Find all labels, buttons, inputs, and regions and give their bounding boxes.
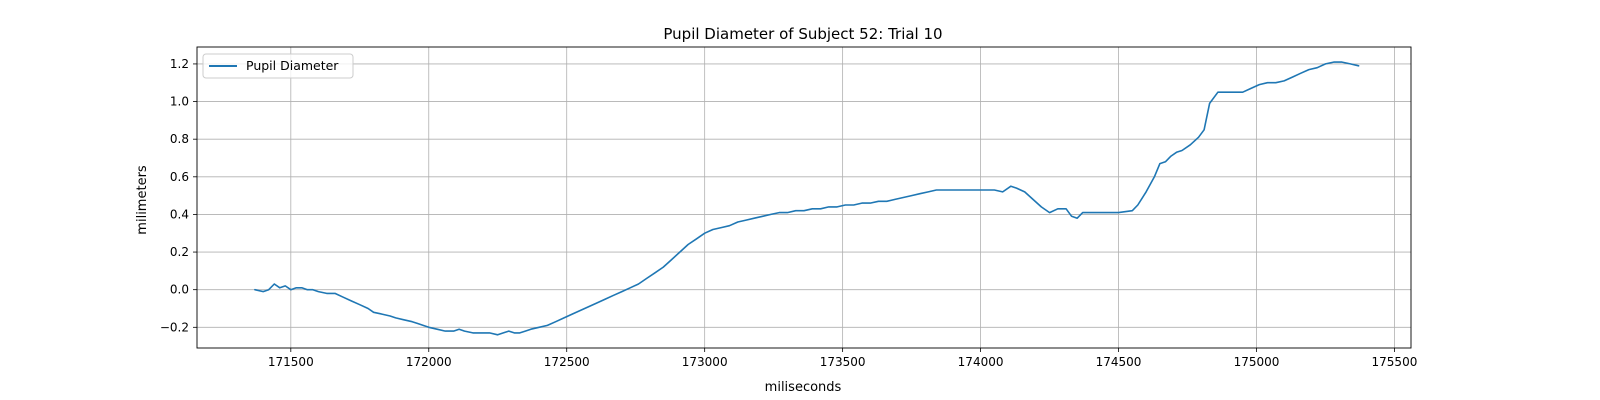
y-tick-label: 0.8 [170, 132, 189, 146]
x-tick-label: 172500 [544, 355, 590, 369]
legend: Pupil Diameter [202, 53, 354, 79]
x-axis-label: miliseconds [765, 380, 842, 395]
legend-box [202, 53, 354, 79]
series-line-pupil-diameter [254, 61, 1360, 336]
y-tick-label: 0.0 [170, 283, 189, 297]
x-tick-label: 173500 [820, 355, 866, 369]
y-tick-label: −0.2 [160, 320, 189, 334]
x-tick-label: 174500 [1096, 355, 1142, 369]
legend-label: Pupil Diameter [246, 58, 339, 73]
y-tick-label: 0.6 [170, 170, 189, 184]
y-tick-label: 1.2 [170, 57, 189, 71]
x-tick-label: 172000 [406, 355, 452, 369]
x-tick-label: 171500 [268, 355, 314, 369]
x-axis: 171500 172000 172500 173000 173500 174000 1745… [268, 348, 1417, 369]
y-tick-label: 1.0 [170, 95, 189, 109]
x-tick-label: 175000 [1234, 355, 1280, 369]
series-layer [254, 61, 1360, 336]
x-tick-label: 174000 [958, 355, 1004, 369]
x-tick-label: 175500 [1372, 355, 1418, 369]
x-tick-label: 173000 [682, 355, 728, 369]
y-tick-label: 0.4 [170, 207, 189, 221]
y-axis-label: milimeters [135, 165, 150, 235]
grid-lines [197, 47, 1411, 348]
plot-frame [196, 46, 1412, 349]
y-axis: −0.2 0.0 0.2 0.4 0.6 0.8 1.0 1.2 [160, 57, 197, 334]
chart-title: Pupil Diameter of Subject 52: Trial 10 [663, 25, 942, 43]
y-tick-label: 0.2 [170, 245, 189, 259]
